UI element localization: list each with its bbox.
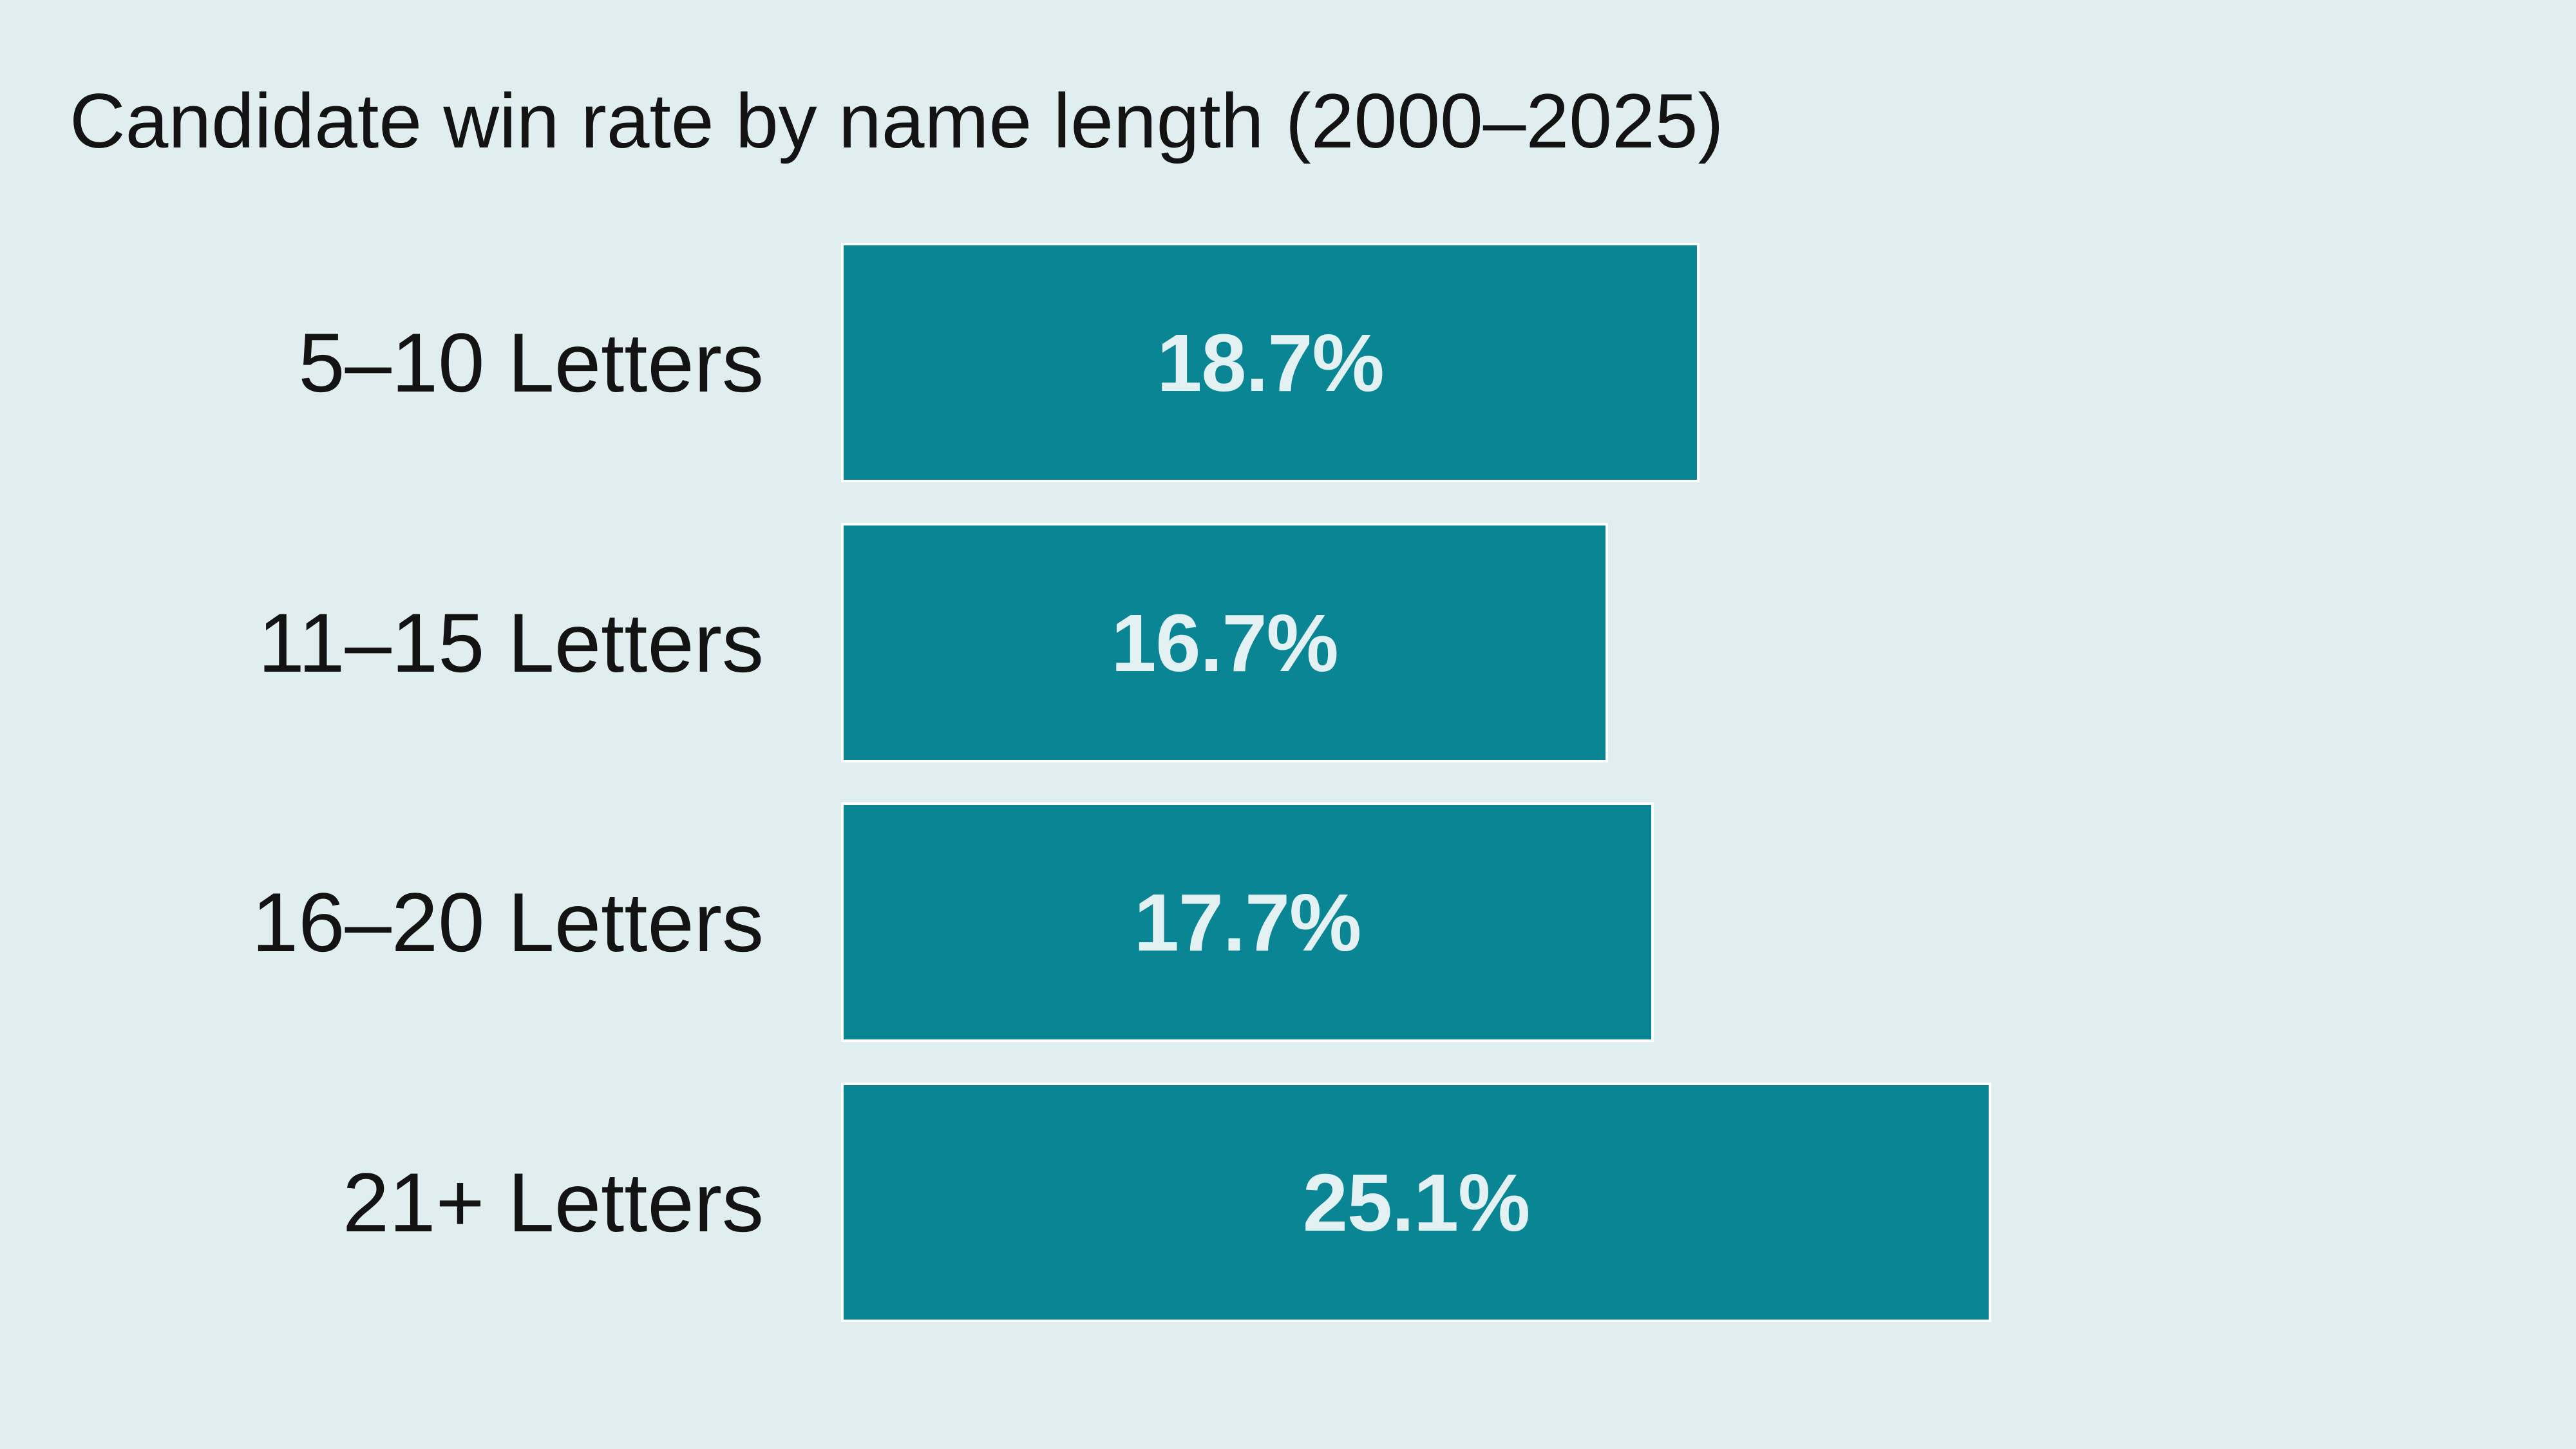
category-label: 11–15 Letters <box>258 596 764 690</box>
bar: 17.7% <box>841 802 1654 1042</box>
bar-row: 16–20 Letters 17.7% <box>0 802 2576 1042</box>
bar-value-label: 16.7% <box>1111 597 1338 688</box>
category-label: 21+ Letters <box>342 1155 764 1249</box>
bar: 16.7% <box>841 523 1608 762</box>
bar: 25.1% <box>841 1083 1991 1322</box>
bar-row: 21+ Letters 25.1% <box>0 1083 2576 1322</box>
bar-value-label: 17.7% <box>1133 876 1361 968</box>
bar-row: 11–15 Letters 16.7% <box>0 523 2576 762</box>
category-label: 5–10 Letters <box>298 316 764 410</box>
bar-value-label: 18.7% <box>1157 317 1384 408</box>
bar: 18.7% <box>841 243 1700 482</box>
bar-row: 5–10 Letters 18.7% <box>0 243 2576 482</box>
category-label: 16–20 Letters <box>251 875 764 969</box>
chart-title: Candidate win rate by name length (2000–… <box>70 78 1724 164</box>
bar-value-label: 25.1% <box>1302 1157 1530 1248</box>
